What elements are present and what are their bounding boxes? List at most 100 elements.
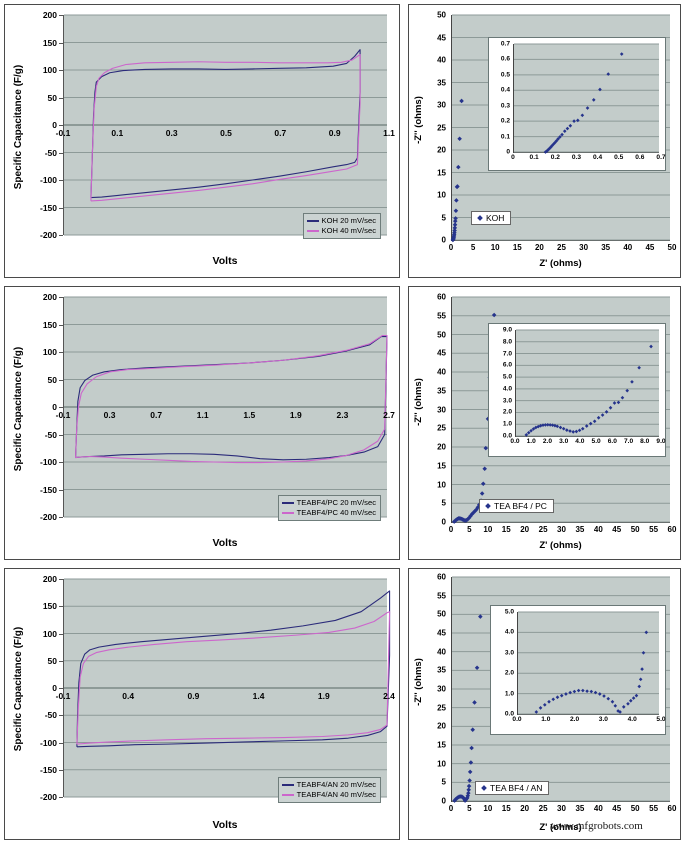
nyquist-koh-inset: 0 0.1 0.2 0.3 0.4 0.5 0.6 0.7 0 0.1 0.2 0.3 0.4 0.5 0… (488, 37, 666, 171)
y-tick-label: 150 (42, 319, 57, 330)
x-tick-label: 55 (649, 804, 659, 813)
x-tick-label: 0 (448, 804, 454, 813)
legend-label-20mv: TEABF4/AN 20 mV/sec (296, 780, 376, 789)
x-tick-label: 35 (575, 804, 585, 813)
inset-y-tick-label: 0.3 (500, 102, 510, 110)
inset-y-tick-label: 0.2 (500, 117, 510, 125)
y-tick-label: 0 (52, 402, 57, 412)
x-tick-label: 1.1 (196, 410, 209, 420)
y-tick-mark (59, 97, 63, 99)
inset-y-tick-label: 1.0 (502, 420, 512, 428)
inset-plot-area (513, 44, 659, 154)
inset-x-tick-label: 4.0 (627, 716, 637, 723)
nyquist-pc-plot-area: 0.0 1.0 2.0 3.0 4.0 5.0 6.0 7.0 8.0 9.0 0.0 1.0 2.0… (451, 297, 670, 524)
nyquist-pc-legend: TEA BF4 / PC (479, 499, 554, 513)
legend-swatch-20mv (306, 220, 319, 222)
legend-label: TEA BF4 / PC (494, 501, 547, 511)
y-tick-label: -150 (39, 202, 57, 213)
y-tick-label: 45 (437, 628, 446, 638)
y-tick-mark (59, 180, 63, 181)
y-tick-label: -100 (39, 457, 57, 467)
y-tick-mark (59, 235, 63, 236)
legend-label-40mv: TEABF4/AN 40 mV/sec (296, 790, 376, 799)
cv-koh-legend: KOH 20 mV/sec KOH 40 mV/sec (302, 213, 381, 239)
y-tick-label: -150 (39, 764, 57, 775)
x-tick-label: 30 (557, 804, 566, 813)
y-tick-label: 0 (441, 517, 446, 527)
x-tick-label: 5 (467, 804, 472, 813)
inset-x-tick-label: 0.3 (571, 154, 582, 161)
legend-label-40mv: TEABF4/PC 40 mV/sec (296, 508, 376, 517)
x-tick-label: 50 (630, 525, 640, 534)
inset-x-tick-label: 9.0 (656, 438, 666, 445)
y-tick-label: 100 (42, 628, 57, 639)
inset-y-tick-label: 1.0 (504, 690, 514, 698)
y-tick-label: 0 (441, 235, 446, 245)
legend-swatch-40mv (306, 230, 319, 232)
x-tick-label: 0.5 (220, 128, 232, 138)
y-tick-mark (59, 42, 63, 44)
y-tick-label: 55 (437, 311, 446, 321)
legend-label-20mv: TEABF4/PC 20 mV/sec (296, 498, 376, 507)
y-tick-label: 60 (437, 572, 446, 582)
y-tick-mark (59, 70, 63, 71)
y-tick-label: 50 (437, 609, 446, 619)
panel-cv-teabf4-pc: Specific Capacitance (F/g) 200 150 100 50 0-… (0, 282, 404, 564)
cv-pc-xlabel: Volts (212, 537, 238, 549)
y-tick-mark (59, 324, 63, 326)
legend-label-40mv: KOH 40 mV/sec (321, 226, 376, 235)
inset-x-tick-label: 0.6 (635, 154, 645, 161)
x-tick-label: 10 (490, 243, 500, 252)
nyquist-koh-legend: KOH (471, 211, 512, 225)
inset-x-tick-label: 1.0 (541, 716, 551, 723)
y-tick-mark (59, 125, 63, 126)
panel-nyquist-teabf4-an: -Z'' (ohms) 0.0 1.0 2.0 3.0 4.0 5.0 0.0 1.0 2.0… (404, 564, 685, 844)
panel-cv-koh: Specific Capacitance (F/g) 200 150 100 50 0-… (0, 0, 404, 282)
y-tick-label: 150 (42, 37, 57, 48)
x-tick-label: 10 (483, 804, 493, 813)
y-tick-label: 100 (42, 65, 57, 75)
y-tick-label: 5 (441, 498, 446, 508)
legend-swatch-40mv (281, 794, 294, 796)
inset-y-tick-label: 5.0 (502, 373, 512, 381)
x-tick-label: 0.9 (328, 128, 341, 138)
y-tick-label: 50 (437, 330, 446, 339)
x-tick-label: 1.9 (289, 410, 302, 420)
inset-points (518, 612, 659, 714)
y-tick-label: -50 (44, 147, 57, 158)
inset-y-tick-label: 0.4 (500, 86, 510, 94)
inset-y-tick-label: 3.0 (502, 397, 512, 405)
cv-an-legend: TEABF4/AN 20 mV/sec TEABF4/AN 40 mV/sec (277, 777, 381, 803)
panel-border-nyquist-an: -Z'' (ohms) 0.0 1.0 2.0 3.0 4.0 5.0 0.0 1.0 2.0… (408, 568, 681, 840)
y-tick-label: 20 (437, 721, 446, 731)
panel-border-cv-an: Specific Capacitance (F/g) 200 150 100 50 0-… (4, 568, 400, 840)
inset-x-tick-label: 2.0 (542, 438, 553, 445)
y-tick-label: 0 (441, 796, 446, 806)
y-tick-label: -100 (39, 175, 57, 185)
legend-label: TEA BF4 / AN (490, 783, 543, 793)
x-tick-label: 1.5 (243, 410, 256, 420)
x-tick-label: 0.3 (165, 128, 178, 138)
cv-koh-xlabel: Volts (212, 255, 238, 267)
nyquist-koh-xlabel: Z' (ohms) (539, 258, 582, 269)
x-tick-label: -0.1 (55, 410, 71, 420)
y-tick-label: 35 (437, 665, 446, 675)
inset-points (516, 330, 659, 437)
x-tick-label: 25 (557, 243, 566, 252)
y-tick-mark (59, 579, 63, 580)
panel-border-cv-koh: Specific Capacitance (F/g) 200 150 100 50 0-… (4, 4, 400, 278)
inset-y-tick-label: 0.7 (500, 40, 510, 48)
x-tick-label: 40 (623, 243, 633, 252)
x-tick-label: 50 (667, 243, 677, 252)
panel-border-cv-pc: Specific Capacitance (F/g) 200 150 100 50 0-… (4, 286, 400, 560)
inset-x-tick-label: 0.5 (614, 154, 624, 161)
x-tick-label: 0 (448, 525, 454, 534)
x-tick-label: 30 (557, 525, 566, 534)
y-tick-label: 15 (437, 740, 446, 750)
inset-x-tick-label: 0 (511, 154, 515, 161)
y-tick-label: 5 (441, 213, 446, 222)
panel-nyquist-teabf4-pc: -Z'' (ohms) 0.0 1.0 2.0 3.0 4.0 5.0 6.0 7.0 8.0 9… (404, 282, 685, 564)
nyquist-an-legend: TEA BF4 / AN (475, 781, 550, 795)
y-tick-label: 10 (437, 759, 446, 769)
